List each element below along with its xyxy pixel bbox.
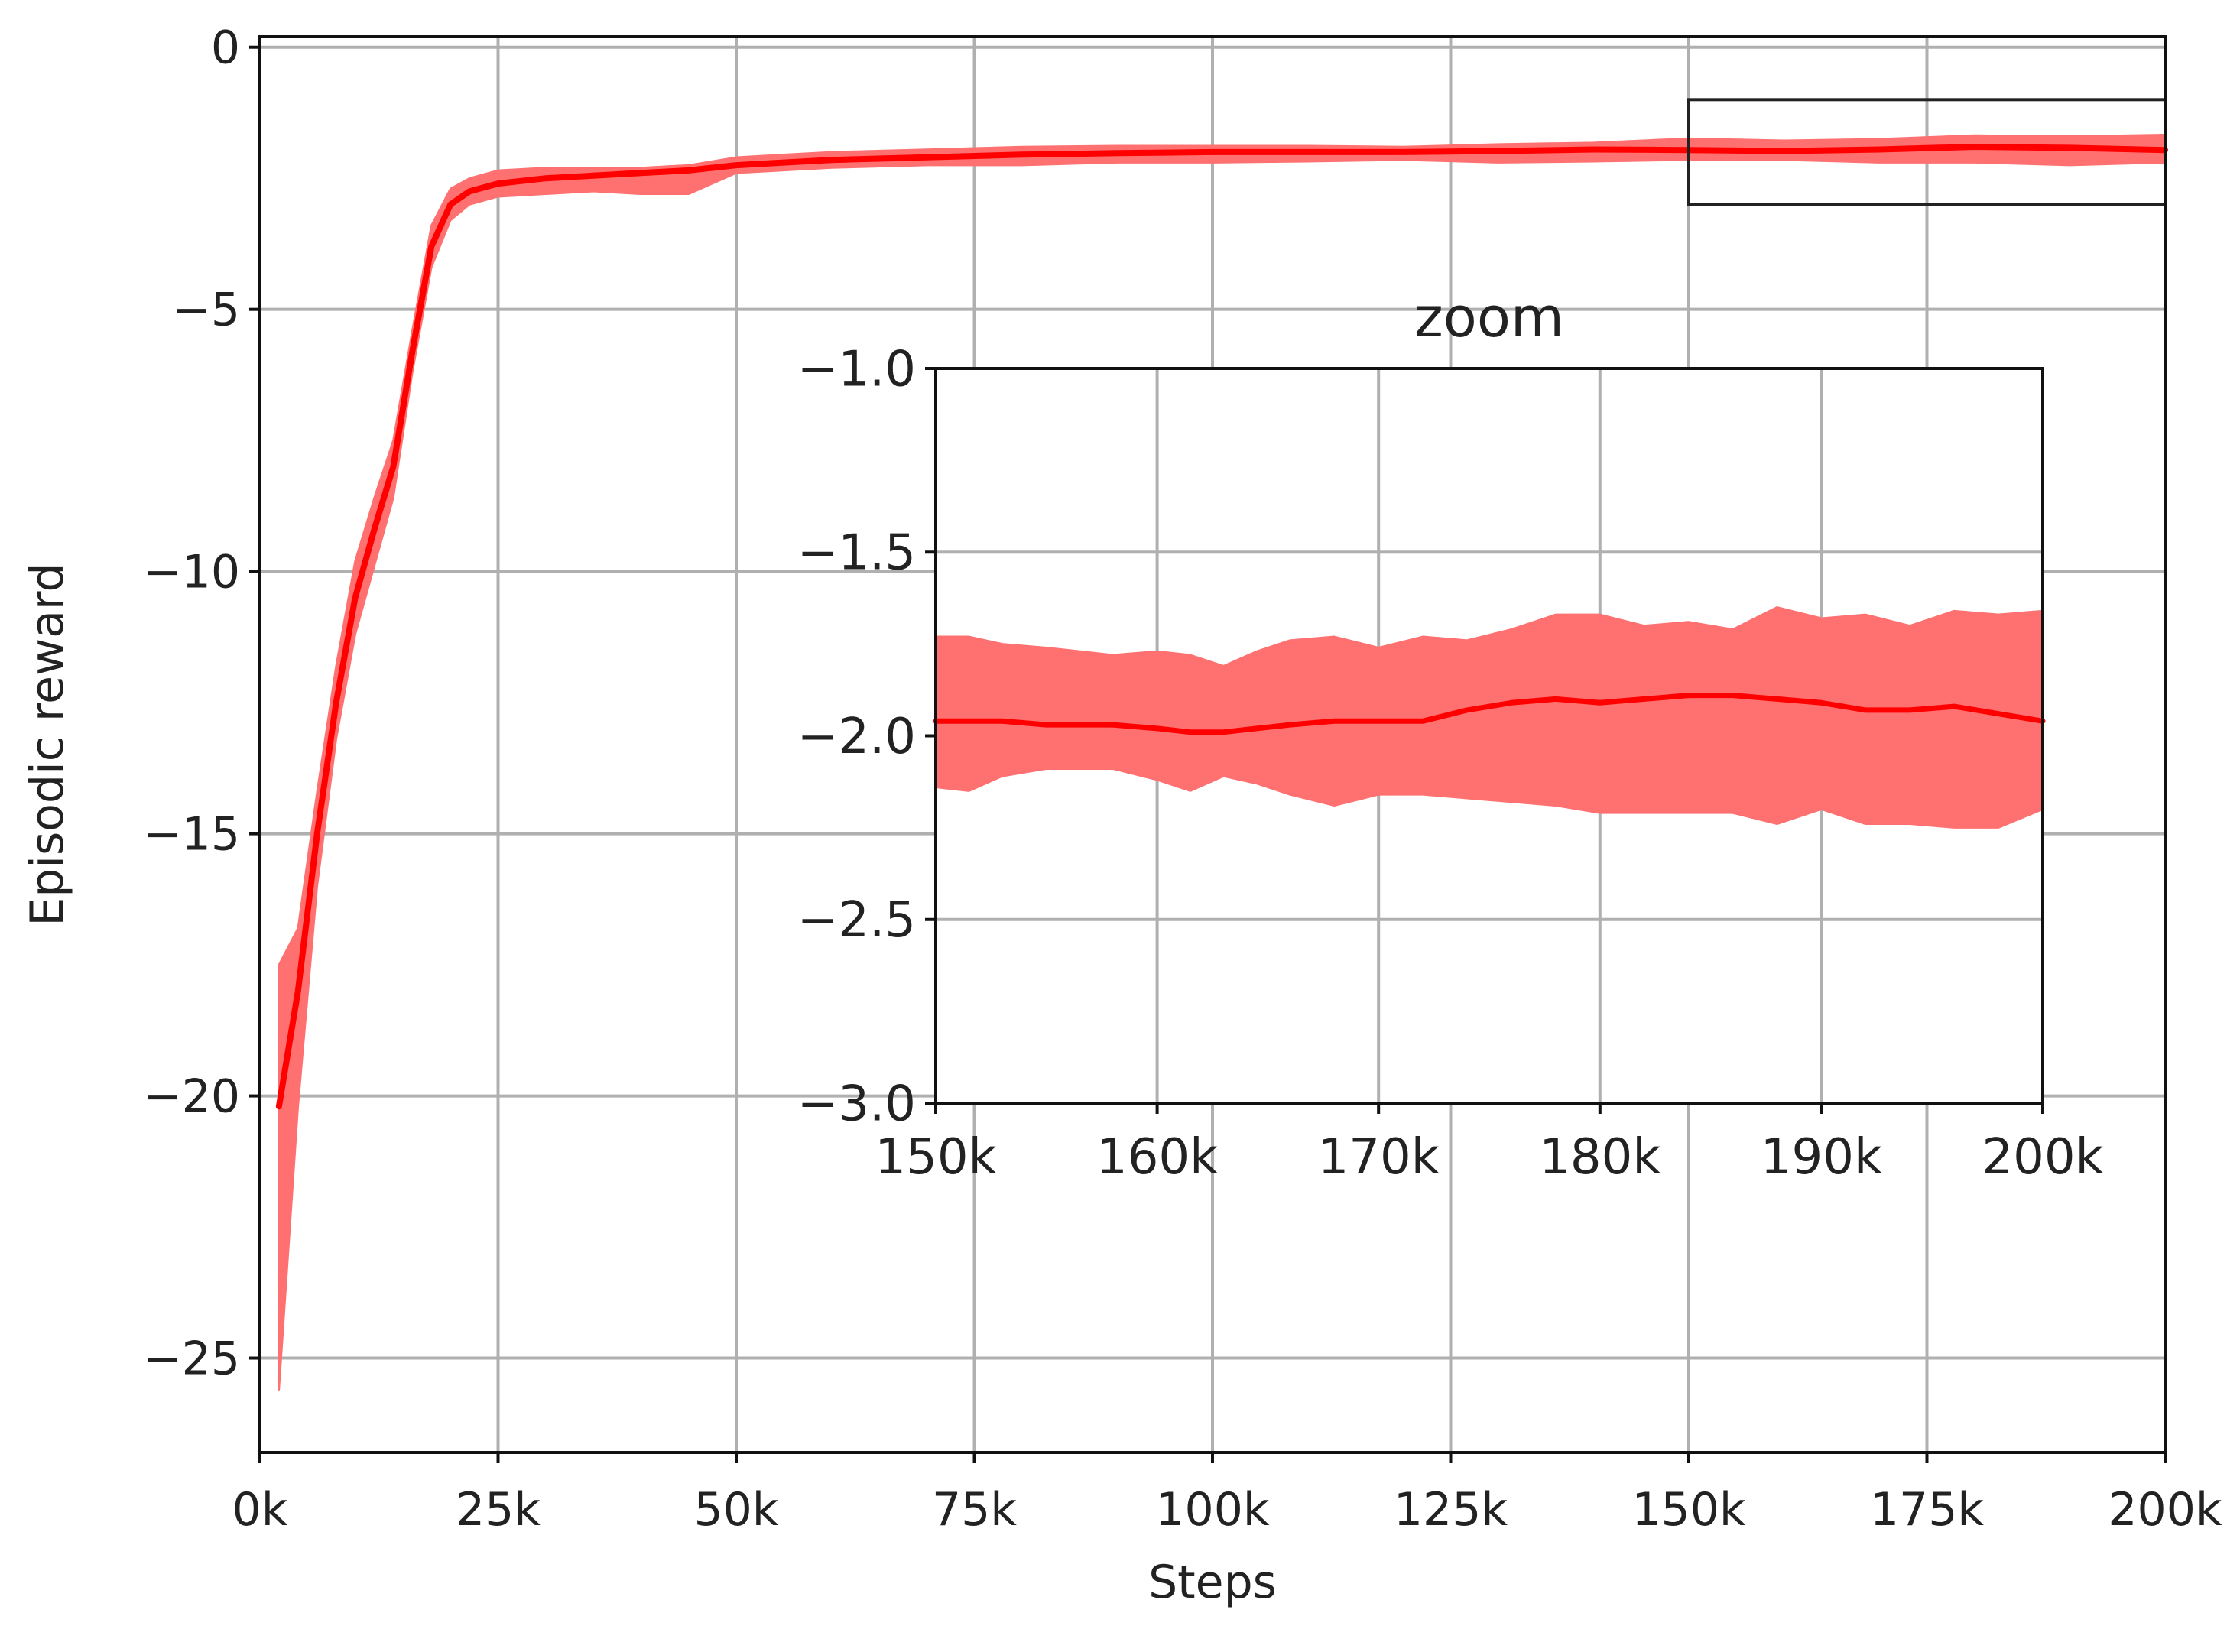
- main-y-tick-label: −15: [143, 808, 240, 862]
- main-x-tick-label: 50k: [693, 1483, 778, 1537]
- main-y-tick-label: −25: [143, 1332, 240, 1386]
- main-x-axis-label: Steps: [1148, 1556, 1277, 1609]
- main-mean-line: [275, 144, 2168, 1110]
- inset-y-tick-label: −2.0: [797, 709, 916, 765]
- main-x-tick-label: 200k: [2108, 1483, 2222, 1537]
- main-x-tick-label: 175k: [1870, 1483, 1985, 1537]
- inset-x-tick-label: 150k: [875, 1129, 996, 1186]
- inset-plot: 150k 160k 170k 180k 190k 200k −1.0 −1.5 −2.0 −2.5…: [797, 285, 2104, 1186]
- inset-x-tick-label: 180k: [1539, 1129, 1661, 1186]
- inset-title: zoom: [1414, 285, 1564, 349]
- inset-x-tick-label: 200k: [1982, 1129, 2103, 1186]
- main-x-tick-label: 100k: [1155, 1483, 1270, 1537]
- main-y-tick-label: −20: [143, 1070, 240, 1124]
- main-y-tick-label: −10: [143, 546, 240, 599]
- inset-x-tick-label: 190k: [1761, 1129, 1882, 1186]
- inset-x-tick-label: 170k: [1318, 1129, 1440, 1186]
- inset-mean-line: [933, 693, 2046, 735]
- main-y-tick-label: −5: [173, 284, 240, 337]
- inset-y-tick-label: −1.0: [797, 341, 916, 398]
- main-x-tick-label: 0k: [232, 1483, 288, 1537]
- main-x-tick-label: 125k: [1394, 1483, 1508, 1537]
- main-y-tick-label: 0: [211, 21, 240, 75]
- inset-y-tick-label: −1.5: [797, 525, 916, 582]
- main-x-tick-label: 75k: [932, 1483, 1017, 1537]
- inset-y-tick-label: −2.5: [797, 892, 916, 949]
- main-x-tick-label: 25k: [456, 1483, 541, 1537]
- inset-y-tick-label: −3.0: [797, 1076, 916, 1132]
- inset-x-tick-label: 160k: [1096, 1129, 1218, 1186]
- main-y-axis-label: Episodic reward: [21, 563, 74, 926]
- main-x-tick-label: 150k: [1631, 1483, 1746, 1537]
